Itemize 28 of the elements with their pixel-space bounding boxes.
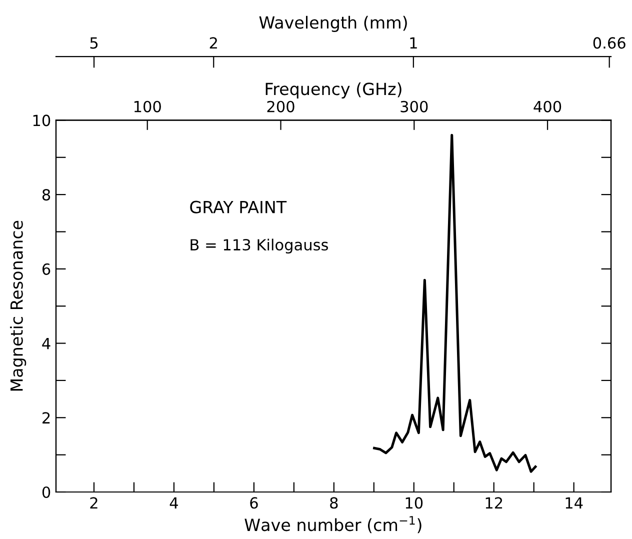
x2-axis-title: Frequency (GHz) — [266, 82, 402, 98]
x2-tick-label: 300 — [400, 100, 428, 112]
text: Wavelength (mm) — [259, 16, 407, 32]
text: 0.66 — [593, 37, 626, 49]
y-tick-label: 8 — [42, 189, 50, 201]
x-tick-label: 2 — [90, 497, 98, 508]
x2-tick-label: 400 — [534, 100, 562, 112]
x-tick-label: 8 — [330, 497, 338, 509]
x-tick-label: 6 — [250, 497, 258, 509]
x-tick-label: 10 — [406, 497, 423, 509]
annotation: B = 113 Kilogauss — [190, 238, 328, 254]
y-axis-title: Magnetic Resonance — [10, 220, 26, 391]
y-tick-label: 2 — [42, 412, 50, 424]
x-tick-label: 4 — [170, 497, 178, 508]
y-tick-label: 4 — [42, 338, 50, 350]
x2-tick-label: 200 — [267, 100, 294, 112]
y-tick-label: 0 — [42, 486, 50, 498]
x-axis-title: Wave number (cm$^{−1}$) — [244, 516, 422, 534]
x2-tick-label: 100 — [134, 100, 161, 112]
y-tick-label: 6 — [42, 263, 50, 275]
text: 1 — [410, 37, 417, 49]
x-tick-label: 14 — [566, 497, 583, 508]
text: 2 — [210, 37, 217, 49]
text: 5 — [90, 37, 98, 49]
y-tick-label: 10 — [33, 114, 50, 126]
x-tick-label: 12 — [486, 497, 502, 508]
line-series — [373, 134, 537, 473]
annotation: GRAY PAINT — [190, 200, 287, 214]
